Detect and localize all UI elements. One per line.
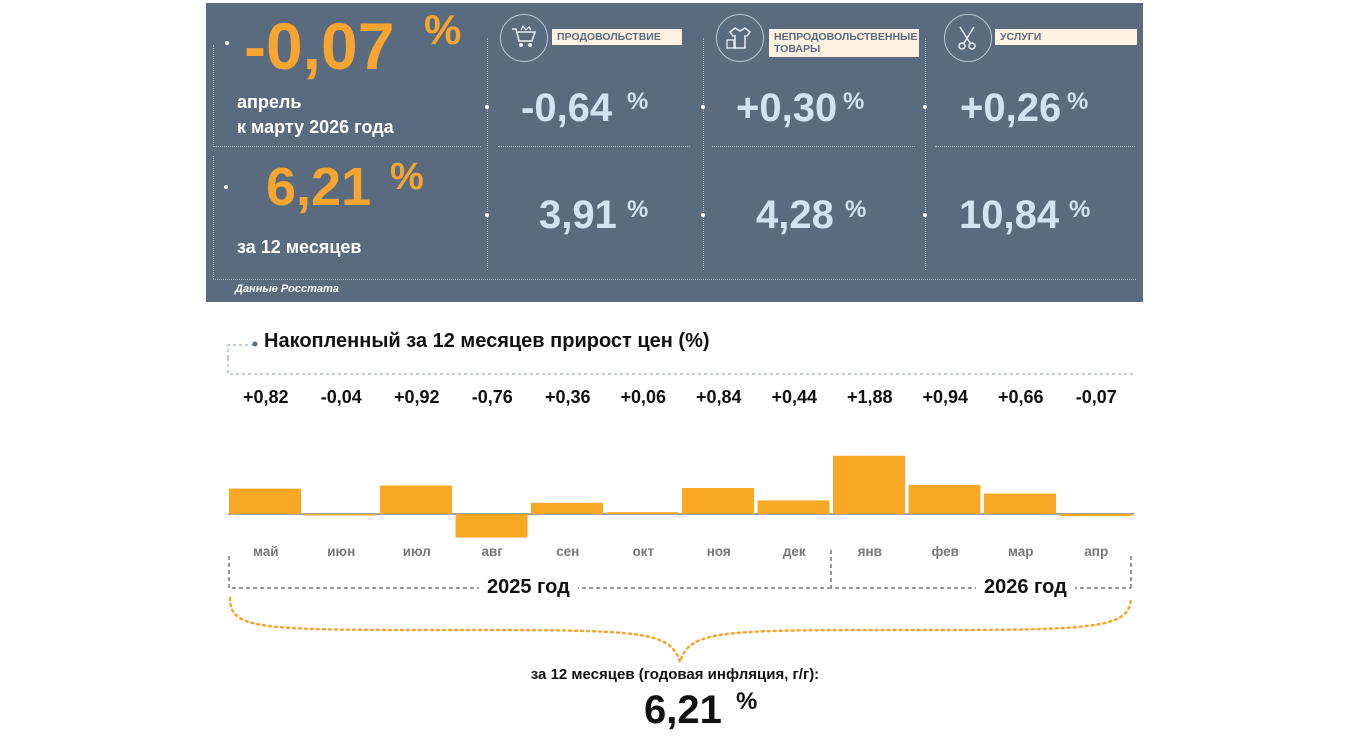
- chart-title: Накопленный за 12 месяцев прирост цен (%…: [264, 330, 710, 352]
- bar-окт: [606, 512, 679, 514]
- food-annual-value: 3,91: [539, 193, 617, 237]
- divider: [213, 45, 214, 145]
- category-label-food: продовольствие: [552, 29, 682, 45]
- food-annual-pct: %: [627, 196, 649, 223]
- services-annual-value: 10,84: [959, 193, 1060, 237]
- bar-апр: [1059, 514, 1132, 517]
- value-label-ноя: +0,84: [695, 387, 742, 407]
- month-label-июн: июн: [327, 544, 356, 559]
- month-label-июл: июл: [402, 544, 431, 559]
- food-monthly-pct: %: [627, 88, 649, 115]
- total-inflation-value: 6,21: [644, 688, 722, 732]
- value-label-июн: -0,04: [320, 387, 362, 407]
- value-label-окт: +0,06: [620, 387, 667, 407]
- bar-май: [229, 488, 301, 514]
- monthly-caption-line2: к марту 2026 года: [237, 117, 394, 137]
- month-label-авг: авг: [481, 544, 503, 559]
- bullet: [923, 213, 927, 217]
- bullet: [224, 185, 228, 189]
- month-label-апр: апр: [1084, 544, 1109, 559]
- divider: [213, 156, 214, 279]
- value-label-май: +0,82: [242, 387, 289, 407]
- source-note: Данные Росстата: [235, 283, 339, 295]
- food-monthly-value: -0,64: [521, 86, 613, 130]
- bar-июн: [304, 514, 377, 516]
- total-inflation-pct: %: [736, 688, 758, 715]
- bullet: [701, 213, 705, 217]
- value-label-фев: +0,94: [922, 387, 969, 407]
- bar-янв: [833, 455, 905, 514]
- total-caption: за 12 месяцев (годовая инфляция, г/г):: [530, 666, 820, 683]
- value-label-мар: +0,66: [997, 387, 1044, 407]
- bullet: [923, 105, 927, 109]
- bar-фев: [908, 484, 981, 514]
- scissors-wrench-icon: [944, 14, 992, 62]
- value-label-янв: +1,88: [846, 387, 893, 407]
- clothes-shop-icon: [716, 14, 764, 62]
- bullet: [485, 213, 489, 217]
- month-label-окт: окт: [632, 544, 655, 559]
- bar-дек: [757, 500, 830, 514]
- month-label-мар: мар: [1007, 544, 1034, 559]
- month-label-фев: фев: [931, 544, 959, 559]
- annual-caption: за 12 месяцев: [237, 237, 362, 257]
- divider: [703, 38, 704, 270]
- bullet: [485, 105, 489, 109]
- nonfood-monthly-pct: %: [843, 88, 865, 115]
- monthly-inflation-pct: %: [424, 6, 462, 53]
- bar-мар: [984, 493, 1056, 514]
- month-label-янв: янв: [857, 544, 882, 559]
- bar-ноя: [682, 487, 754, 514]
- value-label-июл: +0,92: [393, 387, 440, 407]
- year-label-2026: 2026 год: [976, 576, 1075, 599]
- bullet: [225, 41, 229, 45]
- monthly-inflation-value: -0,07: [244, 9, 395, 83]
- month-label-май: май: [252, 544, 279, 559]
- divider: [712, 146, 915, 147]
- services-monthly-value: +0,26: [960, 86, 1062, 130]
- category-label-nonfood: непродовольственные товары: [769, 29, 919, 57]
- year-label-2025: 2025 год: [479, 576, 578, 599]
- services-annual-pct: %: [1069, 196, 1091, 223]
- bar-июл: [380, 485, 452, 514]
- divider: [498, 146, 690, 147]
- divider: [213, 279, 1136, 280]
- annual-inflation-pct: %: [390, 156, 424, 198]
- category-label-services: услуги: [995, 29, 1137, 45]
- value-label-авг: -0,76: [471, 387, 513, 407]
- month-label-сен: сен: [556, 544, 580, 559]
- value-label-апр: -0,07: [1075, 387, 1117, 407]
- nonfood-annual-pct: %: [845, 196, 867, 223]
- divider: [925, 38, 926, 270]
- month-label-дек: дек: [782, 544, 806, 559]
- bar-авг: [455, 514, 528, 538]
- bar-сен: [531, 502, 603, 514]
- shopping-cart-icon: [500, 14, 548, 62]
- annual-inflation-value: 6,21: [266, 157, 372, 217]
- services-monthly-pct: %: [1067, 88, 1089, 115]
- value-label-сен: +0,36: [544, 387, 591, 407]
- nonfood-monthly-value: +0,30: [736, 86, 838, 130]
- monthly-caption-line1: апрель: [237, 92, 302, 112]
- divider: [213, 146, 481, 147]
- value-label-дек: +0,44: [771, 387, 818, 407]
- month-label-ноя: ноя: [706, 544, 731, 559]
- divider: [935, 146, 1135, 147]
- divider: [487, 38, 488, 270]
- nonfood-annual-value: 4,28: [756, 193, 834, 237]
- bullet: [701, 105, 705, 109]
